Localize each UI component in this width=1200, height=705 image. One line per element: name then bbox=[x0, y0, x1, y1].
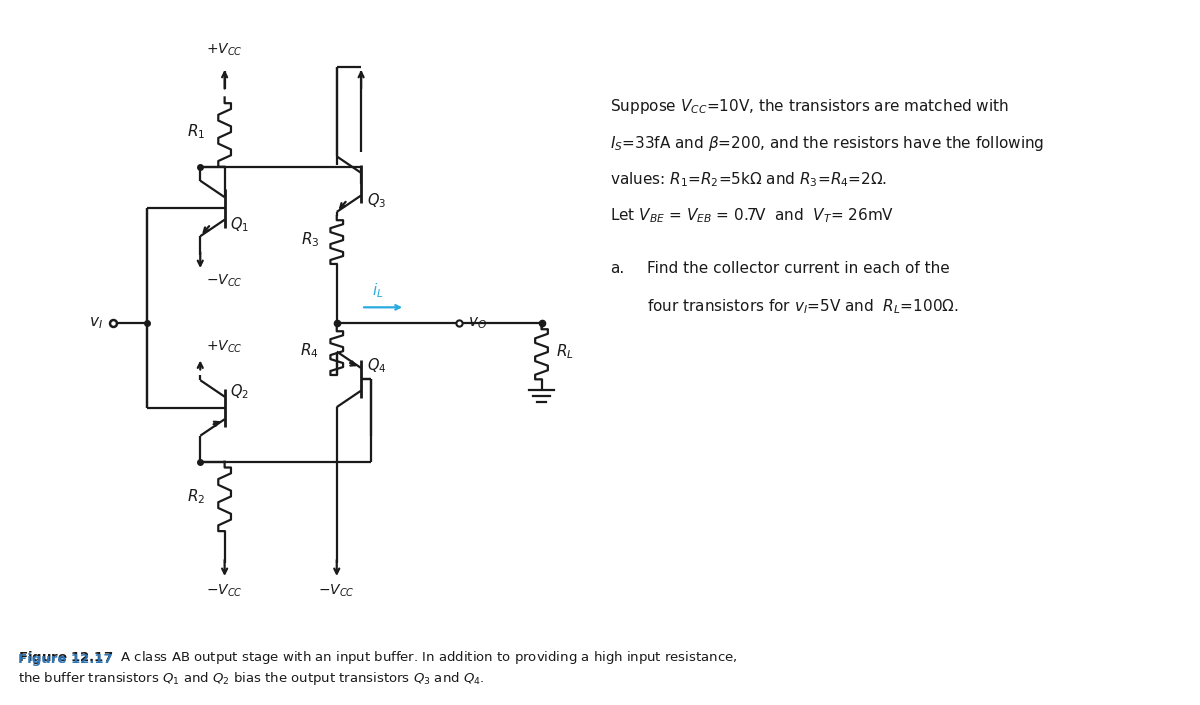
Text: $+V_{CC}$: $+V_{CC}$ bbox=[206, 338, 242, 355]
Text: $R_4$: $R_4$ bbox=[300, 342, 319, 360]
Text: the buffer transistors $Q_1$ and $Q_2$ bias the output transistors $Q_3$ and $Q_: the buffer transistors $Q_1$ and $Q_2$ b… bbox=[18, 670, 485, 687]
Text: Find the collector current in each of the: Find the collector current in each of th… bbox=[647, 262, 949, 276]
Text: values: $R_1$=$R_2$=5k$\Omega$ and $R_3$=$R_4$=2$\Omega$.: values: $R_1$=$R_2$=5k$\Omega$ and $R_3$… bbox=[610, 171, 887, 189]
Text: $+V_{CC}$: $+V_{CC}$ bbox=[206, 42, 242, 59]
Text: $I_S$=33fA and $\beta$=200, and the resistors have the following: $I_S$=33fA and $\beta$=200, and the resi… bbox=[610, 134, 1044, 153]
Text: $v_O$: $v_O$ bbox=[468, 315, 487, 331]
Text: $R_L$: $R_L$ bbox=[556, 343, 574, 362]
Text: Suppose $V_{CC}$=10V, the transistors are matched with: Suppose $V_{CC}$=10V, the transistors ar… bbox=[610, 97, 1009, 116]
Text: four transistors for $v_I$=5V and  $R_L$=100$\Omega$.: four transistors for $v_I$=5V and $R_L$=… bbox=[647, 298, 959, 317]
Text: $i_L$: $i_L$ bbox=[372, 282, 384, 300]
Text: $Q_2$: $Q_2$ bbox=[230, 382, 250, 401]
Text: Let $V_{BE}$ = $V_{EB}$ = 0.7V  and  $V_T$= 26mV: Let $V_{BE}$ = $V_{EB}$ = 0.7V and $V_T$… bbox=[610, 207, 894, 226]
Text: $-V_{CC}$: $-V_{CC}$ bbox=[206, 273, 242, 289]
Text: $R_2$: $R_2$ bbox=[187, 487, 205, 505]
Text: $R_1$: $R_1$ bbox=[187, 123, 205, 142]
Text: $Q_1$: $Q_1$ bbox=[230, 216, 250, 234]
Text: $-V_{CC}$: $-V_{CC}$ bbox=[318, 582, 355, 599]
Text: a.: a. bbox=[610, 262, 624, 276]
Text: $R_3$: $R_3$ bbox=[301, 231, 319, 250]
Text: $Q_3$: $Q_3$ bbox=[367, 191, 386, 210]
Text: $-V_{CC}$: $-V_{CC}$ bbox=[206, 582, 242, 599]
Text: $v_I$: $v_I$ bbox=[89, 315, 103, 331]
Text: $\mathbf{Figure\ 12.17}$  A class AB output stage with an input buffer. In addit: $\mathbf{Figure\ 12.17}$ A class AB outp… bbox=[18, 649, 738, 666]
Text: Figure 12.17: Figure 12.17 bbox=[18, 654, 113, 666]
Text: $Q_4$: $Q_4$ bbox=[367, 356, 386, 375]
